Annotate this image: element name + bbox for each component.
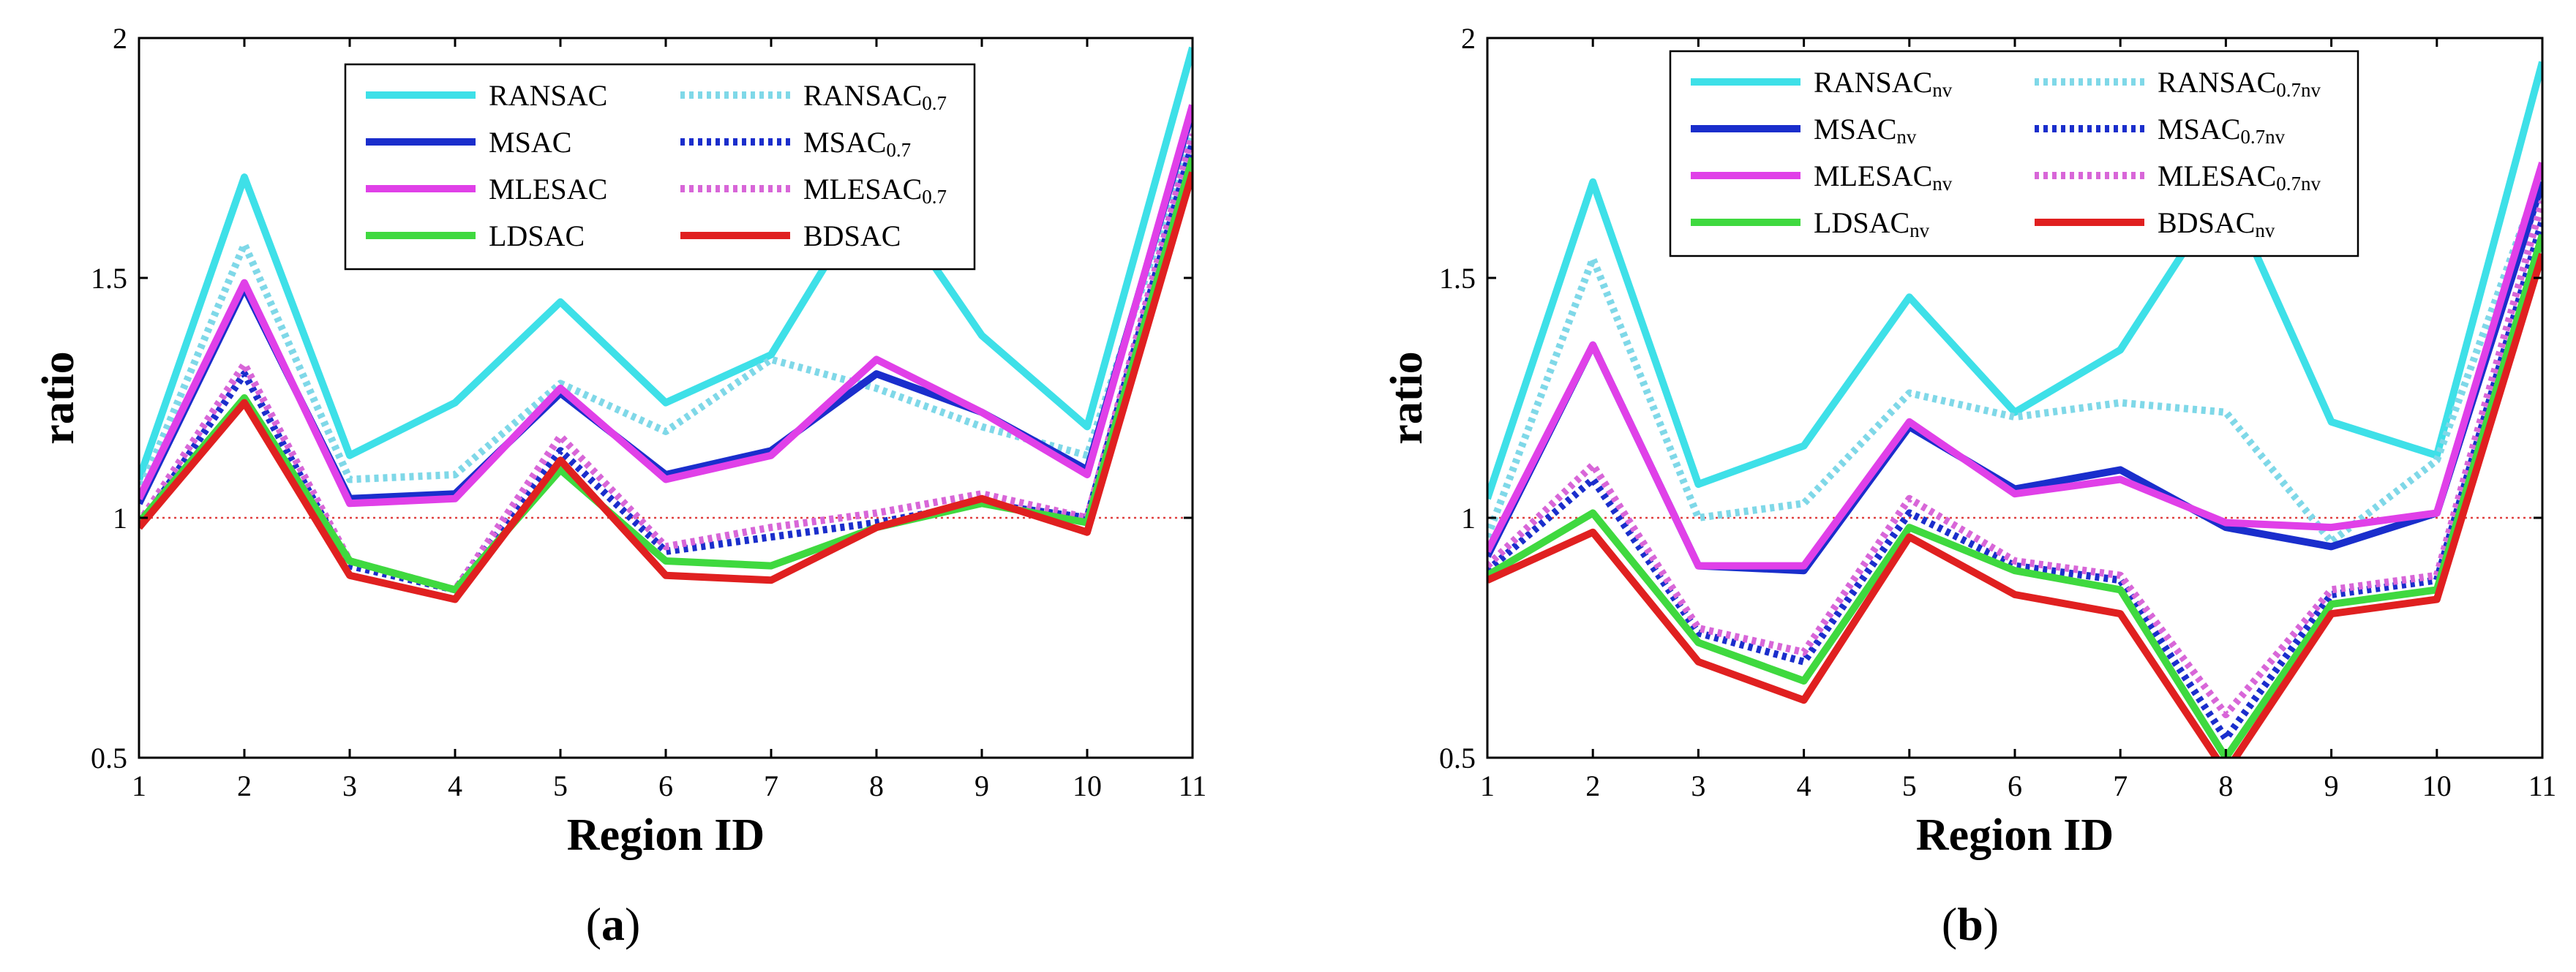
series-line-mlesac [139,104,1193,508]
legend-entry: MSAC [489,126,571,159]
legend-entry: MLESAC0.7nv [2158,159,2321,195]
panel-b-label: (b) [1942,898,1999,950]
series-line-ldsac-nv [1487,233,2542,758]
x-tick-label: 6 [658,769,673,802]
legend-entry: BDSAC [803,219,901,252]
legend-entry: MLESACnv [1814,159,1953,195]
panel-a-label: (a) [586,898,641,950]
y-tick-label: 2 [1461,22,1476,55]
y-tick-label: 1 [113,502,127,535]
x-tick-label: 1 [1480,769,1495,802]
series-line-mlesac-nv [1487,162,2542,570]
y-axis-title: ratio [34,351,83,444]
x-tick-label: 8 [2218,769,2233,802]
x-tick-label: 7 [2113,769,2128,802]
x-tick-label: 5 [1902,769,1917,802]
x-tick-label: 3 [342,769,357,802]
series-line-bdsac [139,171,1193,603]
y-tick-label: 1.5 [91,262,127,295]
series-line-msac-07nv [1487,219,2542,742]
legend-entry: LDSAC [489,219,585,252]
x-tick-label: 9 [2324,769,2339,802]
x-axis-title: Region ID [567,810,765,860]
legend-entry: RANSACnv [1814,66,1953,101]
series-line-mlesac-07 [139,132,1193,594]
x-tick-label: 4 [1797,769,1811,802]
series-line-ransac-nv [1487,61,2542,500]
legend-entry: MSAC0.7nv [2158,113,2286,148]
x-tick-label: 1 [132,769,146,802]
x-tick-label: 4 [448,769,462,802]
x-tick-label: 11 [1179,769,1207,802]
x-tick-label: 6 [2008,769,2022,802]
y-tick-label: 1.5 [1439,262,1476,295]
x-tick-label: 2 [237,769,252,802]
y-tick-label: 0.5 [1439,742,1476,775]
y-tick-label: 1 [1461,502,1476,535]
x-tick-label: 8 [869,769,884,802]
legend-entry: MLESAC [489,173,607,206]
legend-entry: RANSAC [489,79,607,112]
x-tick-label: 2 [1585,769,1600,802]
series-line-mlesac-07nv [1487,200,2542,718]
y-tick-label: 0.5 [91,742,127,775]
y-tick-label: 2 [113,22,127,55]
x-tick-label: 3 [1691,769,1705,802]
series-line-bdsac-nv [1487,252,2542,758]
series-line-ransac-07nv [1487,170,2542,546]
x-tick-label: 11 [2528,769,2557,802]
x-tick-label: 5 [553,769,568,802]
x-tick-label: 9 [975,769,989,802]
x-tick-label: 10 [1073,769,1102,802]
x-tick-label: 7 [764,769,778,802]
y-axis-title: ratio [1382,351,1432,444]
x-axis-title: Region ID [1916,810,2114,860]
series-line-ransac [139,46,1193,481]
x-tick-label: 10 [2422,769,2452,802]
